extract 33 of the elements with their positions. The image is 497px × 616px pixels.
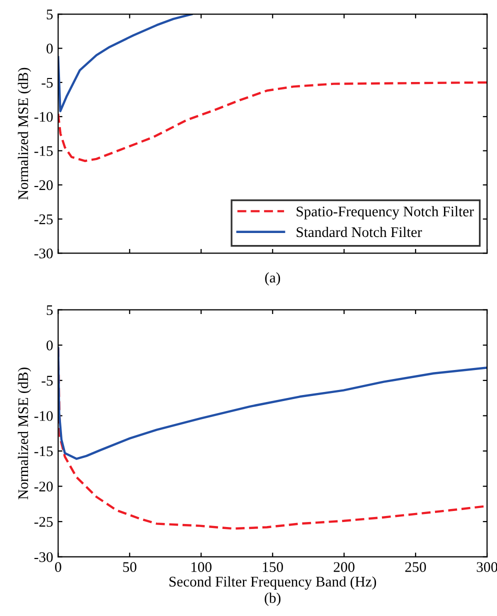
y-tick-label: -20 — [34, 482, 53, 492]
x-tick-label: 50 — [123, 562, 136, 572]
y-tick-label: -5 — [42, 376, 53, 386]
x-tick-label: 0 — [55, 562, 62, 572]
y-tick-label: -5 — [42, 78, 53, 88]
line-series — [58, 14, 193, 112]
y-tick-label: -30 — [34, 552, 53, 562]
x-tick-label: 200 — [334, 562, 354, 572]
legend-label: Spatio-Frequency Notch Filter — [296, 206, 474, 220]
y-tick-label: -25 — [34, 516, 53, 527]
x-tick-label: 250 — [405, 562, 426, 572]
text: (b) — [264, 592, 280, 606]
y-tick-label: -25 — [34, 214, 53, 224]
y-tick-label: 0 — [46, 44, 53, 54]
x-tick-label: 100 — [191, 562, 212, 572]
text: (a) — [265, 272, 280, 286]
x-axis-title: Second Filter Frequency Band (Hz) — [170, 576, 376, 590]
y-tick-label: -10 — [34, 112, 53, 122]
y-tick-label: -20 — [34, 180, 53, 190]
legend-label: Standard Notch Filter — [296, 226, 422, 238]
y-tick-label: 5 — [46, 305, 53, 316]
y-tick-label: 0 — [46, 340, 53, 350]
y-tick-label: -30 — [34, 248, 53, 258]
line-series — [58, 346, 488, 460]
y-tick-label: 5 — [46, 10, 53, 20]
line-series — [58, 81, 488, 162]
y-tick-label: -15 — [34, 446, 53, 456]
y-tick-label: -15 — [34, 146, 53, 156]
x-tick-label: 300 — [476, 562, 497, 572]
y-tick-label: -10 — [34, 411, 53, 421]
x-tick-label: 150 — [262, 562, 283, 572]
y-axis-title: Normalized MSE (dB) — [18, 368, 32, 500]
y-axis-title: Normalized MSE (dB) — [18, 68, 32, 200]
